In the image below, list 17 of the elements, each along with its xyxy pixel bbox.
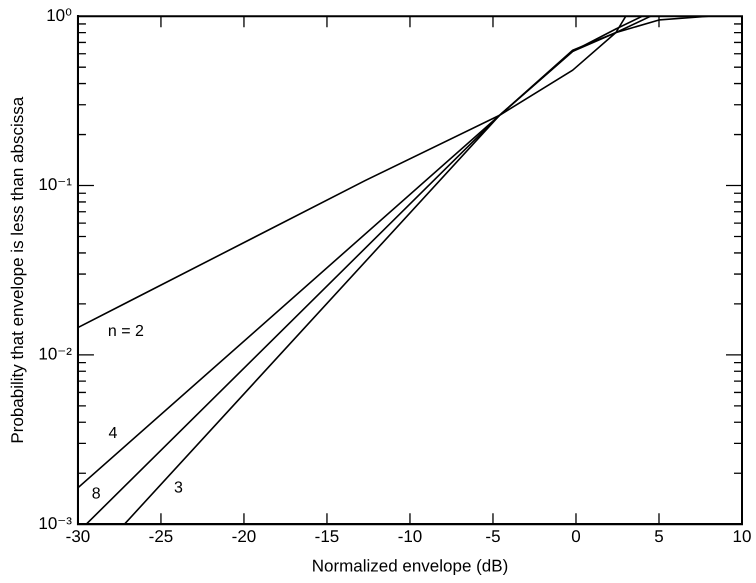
series-label: 8: [92, 486, 101, 503]
x-tick-label: -5: [485, 527, 501, 546]
x-tick-label: 0: [571, 527, 581, 546]
y-tick-label: 10⁰: [46, 6, 72, 25]
x-tick-label: -20: [232, 527, 256, 546]
x-tick-label: 10: [732, 527, 752, 546]
series-label: 3: [174, 480, 183, 497]
x-tick-label: 5: [654, 527, 664, 546]
x-axis-title: Normalized envelope (dB): [312, 556, 508, 576]
x-tick-label: -25: [148, 527, 174, 546]
series-label: 4: [108, 425, 118, 442]
y-tick-label: 10⁻¹: [38, 175, 72, 194]
series-label: n = 2: [108, 322, 144, 340]
y-axis-title: Probability that envelope is less than abscissa: [8, 96, 27, 444]
x-tick-label: -15: [314, 527, 340, 546]
y-tick-label: 10⁻²: [38, 344, 72, 364]
x-tick-label: -10: [398, 527, 422, 546]
